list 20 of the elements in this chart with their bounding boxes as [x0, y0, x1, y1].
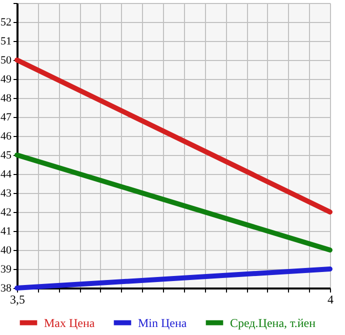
y-tick-label: 46	[0, 130, 12, 142]
y-tick-label: 52	[0, 16, 12, 28]
legend-label: Сред.Цена, т.йен	[230, 316, 316, 330]
y-tick-label: 39	[0, 264, 12, 276]
y-tick-label: 41	[0, 226, 12, 238]
y-tick-label: 49	[0, 74, 12, 86]
y-tick-label: 51	[0, 36, 12, 48]
y-tick-label: 43	[0, 188, 12, 200]
y-tick-label: 42	[0, 206, 12, 218]
x-tick-label: 4	[328, 292, 334, 306]
legend-label: Max Цена	[44, 316, 96, 330]
y-tick-label: 40	[0, 244, 12, 256]
y-tick-label: 47	[0, 112, 12, 124]
x-tick-label: 3,5	[10, 292, 25, 306]
y-tick-label: 50	[0, 54, 12, 66]
y-tick-label: 48	[0, 92, 12, 104]
y-tick-label: 38	[0, 282, 12, 294]
y-tick-label: 45	[0, 150, 12, 162]
legend-label: Min Цена	[138, 316, 188, 330]
y-tick-label: 44	[0, 168, 12, 180]
